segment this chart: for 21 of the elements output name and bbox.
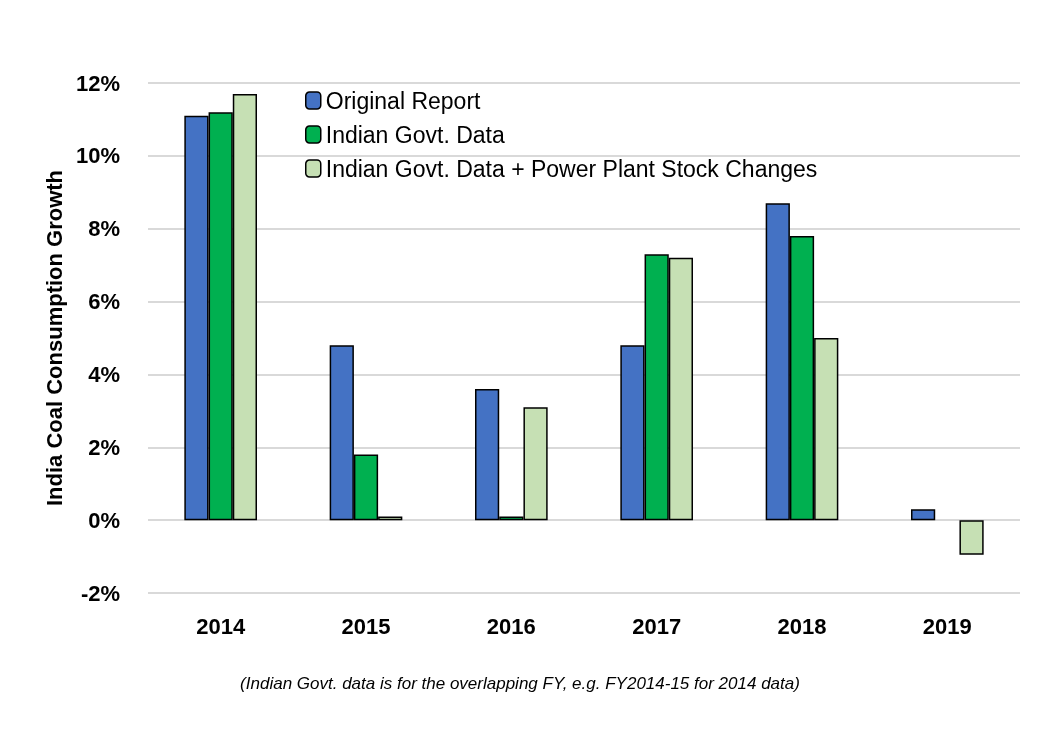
x-tick-label: 2017 — [632, 613, 682, 639]
text: (Indian Govt. data is for the overlapping FY, e.g. FY2014-15 for 2014 data) — [240, 674, 800, 693]
y-tick-label: 2% — [88, 434, 120, 460]
legend-label: Original Report — [325, 87, 482, 114]
x-tick-label: 2018 — [777, 613, 827, 639]
y-tick-label: 6% — [88, 289, 120, 315]
x-tick-label: 2014 — [196, 613, 246, 639]
bar — [959, 520, 984, 555]
y-tick-label: 4% — [88, 361, 120, 387]
y-tick-label: 10% — [75, 143, 120, 169]
x-tick-label: 2015 — [341, 613, 391, 639]
legend-label: Indian Govt. Data + Power Plant Stock Changes — [325, 155, 818, 182]
y-tick-label: -2% — [80, 580, 120, 606]
bar — [911, 509, 936, 521]
y-axis-title: India Coal Consumption Growth — [41, 169, 67, 507]
y-tick-label: 0% — [88, 507, 120, 533]
x-tick-label: 2019 — [922, 613, 972, 639]
x-tick-label: 2016 — [486, 613, 536, 639]
legend-label: Indian Govt. Data — [325, 121, 505, 148]
y-tick-label: 12% — [75, 70, 120, 96]
y-tick-label: 8% — [88, 216, 120, 242]
